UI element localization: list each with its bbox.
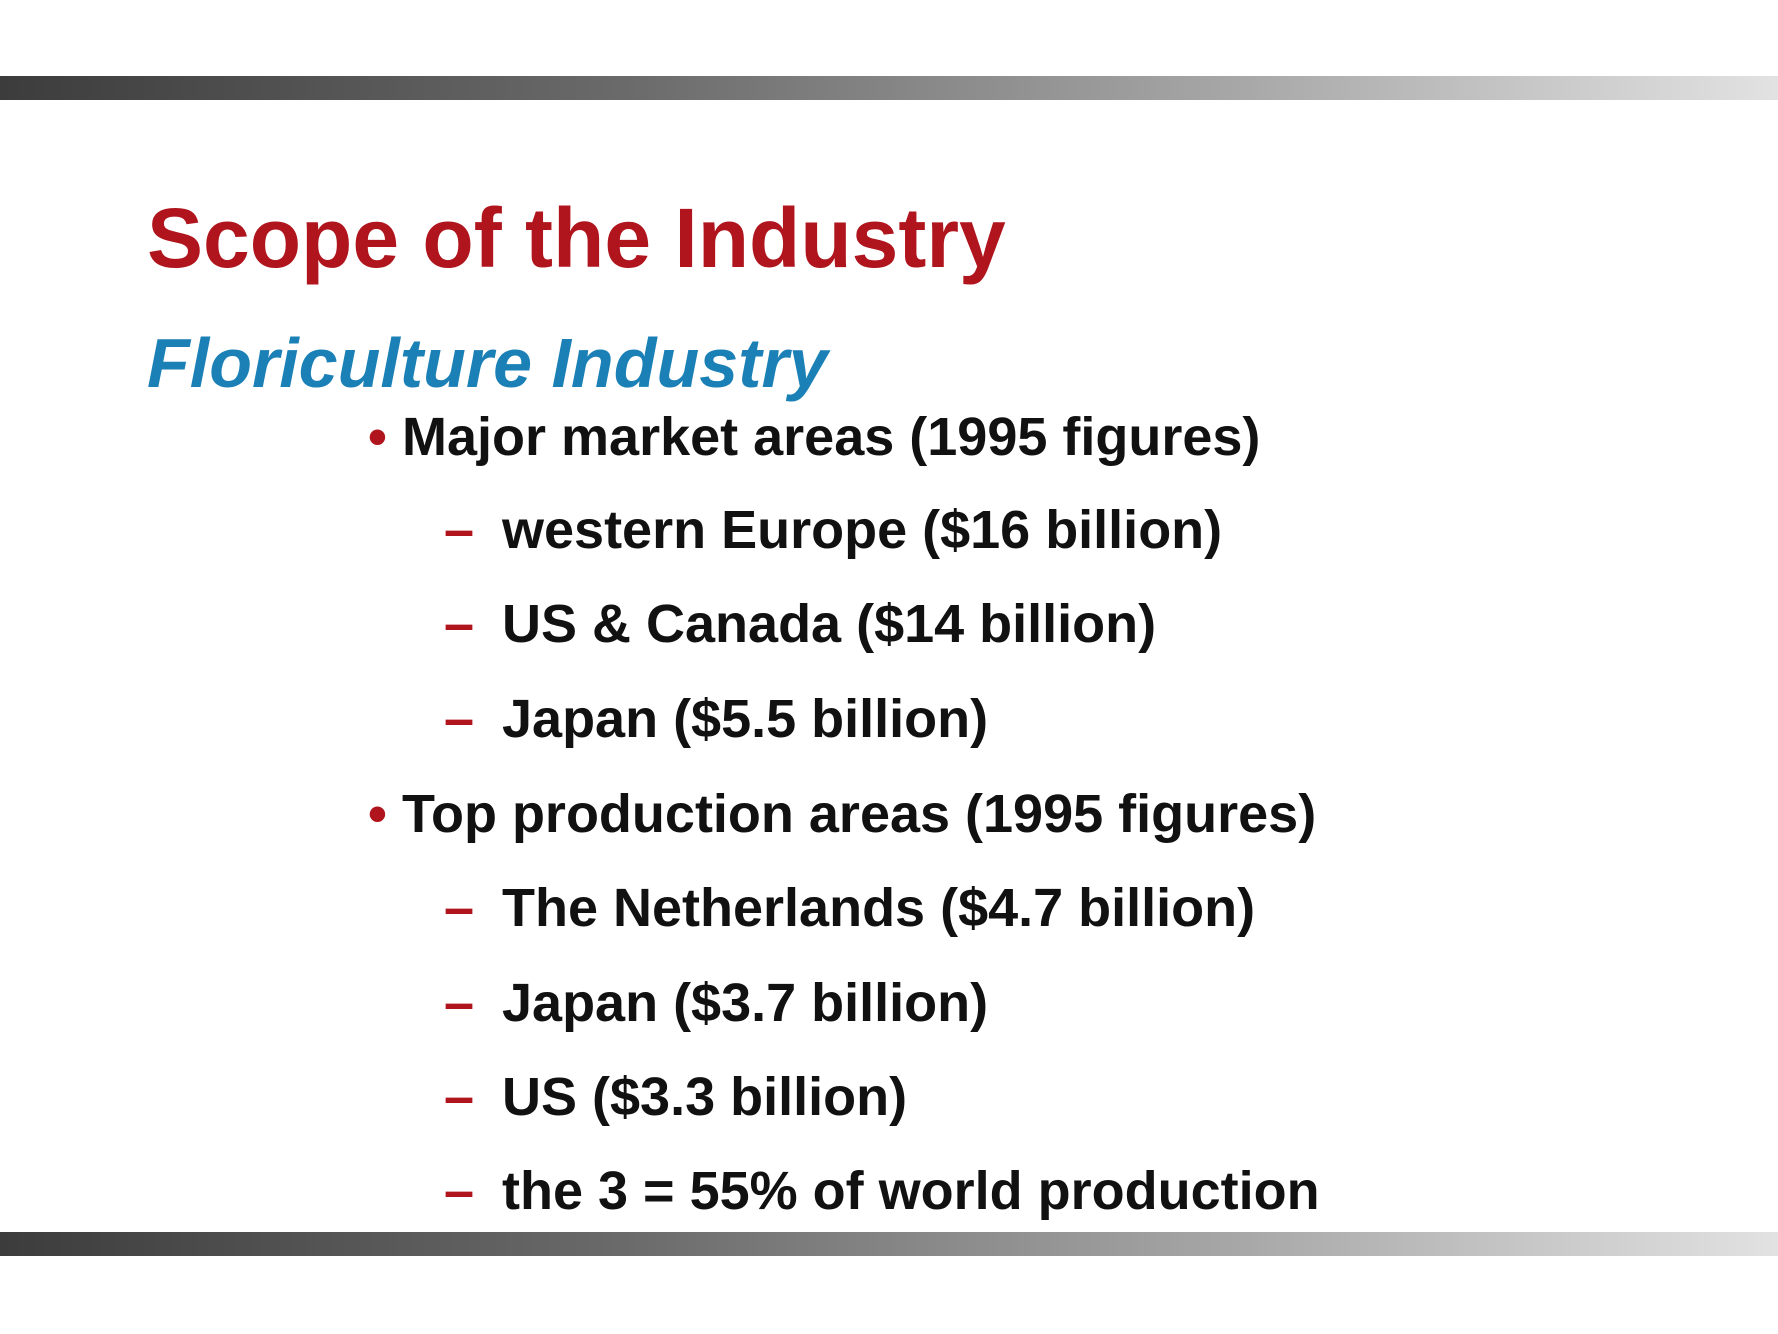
list-item: – Japan ($5.5 billion) — [444, 692, 988, 746]
list-item: – US & Canada ($14 billion) — [444, 597, 1156, 651]
dash-marker: – — [444, 594, 475, 654]
list-item: – the 3 = 55% of world production — [444, 1164, 1320, 1218]
dash-marker: – — [444, 1067, 475, 1127]
list-item-text: the 3 = 55% of world production — [502, 1161, 1320, 1221]
dash-marker: – — [444, 973, 475, 1033]
list-item-text: Japan ($3.7 billion) — [502, 973, 989, 1033]
slide-subtitle: Floriculture Industry — [147, 324, 828, 402]
list-item-text: western Europe ($16 billion) — [502, 500, 1223, 560]
dash-marker: – — [444, 500, 475, 560]
bullet-text: Top production areas (1995 figures) — [402, 784, 1317, 844]
slide-title: Scope of the Industry — [147, 191, 1006, 285]
list-item-text: Japan ($5.5 billion) — [502, 689, 989, 749]
dash-marker: – — [444, 1161, 475, 1221]
list-item-text: The Netherlands ($4.7 billion) — [502, 878, 1256, 938]
list-item: – western Europe ($16 billion) — [444, 503, 1222, 557]
dash-marker: – — [444, 878, 475, 938]
list-item-text: US ($3.3 billion) — [502, 1067, 908, 1127]
dash-marker: – — [444, 689, 475, 749]
top-divider-bar — [0, 76, 1778, 100]
list-item: – Japan ($3.7 billion) — [444, 976, 988, 1030]
bullet-marker: • — [368, 784, 387, 844]
list-item: – US ($3.3 billion) — [444, 1070, 907, 1124]
bullet-major-market-areas: • Major market areas (1995 figures) — [368, 410, 1260, 464]
bottom-divider-bar — [0, 1232, 1778, 1256]
bullet-top-production-areas: • Top production areas (1995 figures) — [368, 787, 1316, 841]
bullet-text: Major market areas (1995 figures) — [402, 407, 1261, 467]
bullet-marker: • — [368, 407, 387, 467]
list-item-text: US & Canada ($14 billion) — [502, 594, 1157, 654]
list-item: – The Netherlands ($4.7 billion) — [444, 881, 1255, 935]
